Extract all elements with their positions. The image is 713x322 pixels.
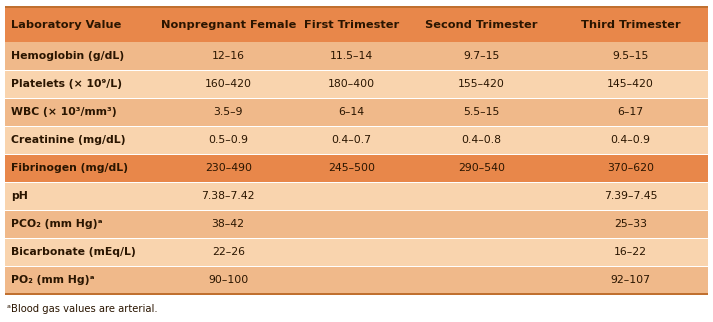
Bar [5,238,708,239]
Text: Platelets (× 10⁹/L): Platelets (× 10⁹/L) [11,79,122,89]
Bar [5,266,708,267]
Bar [5,182,708,183]
Text: Bicarbonate (mEq/L): Bicarbonate (mEq/L) [11,247,135,257]
Bar [5,182,708,210]
Bar [5,98,708,126]
Bar [5,126,708,127]
Text: 0.4–0.7: 0.4–0.7 [332,135,371,145]
Bar [5,6,708,8]
Text: 92–107: 92–107 [610,275,651,285]
Text: 9.7–15: 9.7–15 [463,51,500,61]
Text: 145–420: 145–420 [607,79,654,89]
Text: 11.5–14: 11.5–14 [329,51,373,61]
Text: 9.5–15: 9.5–15 [612,51,649,61]
Bar [5,293,708,295]
Text: 0.4–0.9: 0.4–0.9 [610,135,651,145]
Text: PO₂ (mm Hg)ᵃ: PO₂ (mm Hg)ᵃ [11,275,95,285]
Text: 7.38–7.42: 7.38–7.42 [202,191,255,201]
Text: ᵃBlood gas values are arterial.: ᵃBlood gas values are arterial. [7,304,158,314]
Text: Hemoglobin (g/dL): Hemoglobin (g/dL) [11,51,124,61]
Text: 180–400: 180–400 [328,79,375,89]
Text: 230–490: 230–490 [205,163,252,173]
Text: 16–22: 16–22 [614,247,647,257]
Text: Fibrinogen (mg/dL): Fibrinogen (mg/dL) [11,163,128,173]
Text: 38–42: 38–42 [212,219,245,229]
Bar [5,42,708,70]
Text: Third Trimester: Third Trimester [581,20,680,30]
Text: 290–540: 290–540 [458,163,505,173]
Text: 0.5–0.9: 0.5–0.9 [208,135,248,145]
Text: 12–16: 12–16 [212,51,245,61]
Text: pH: pH [11,191,28,201]
Text: 370–620: 370–620 [607,163,654,173]
Text: 155–420: 155–420 [458,79,505,89]
Text: 25–33: 25–33 [614,219,647,229]
Bar [5,210,708,211]
Bar [5,238,708,266]
Bar [5,210,708,238]
Text: 6–14: 6–14 [338,107,364,117]
Bar [5,42,708,43]
Bar [5,8,708,42]
Bar [5,154,708,182]
Text: 5.5–15: 5.5–15 [463,107,500,117]
Text: 6–17: 6–17 [617,107,644,117]
Text: 245–500: 245–500 [328,163,375,173]
Text: Second Trimester: Second Trimester [425,20,538,30]
Bar [5,70,708,71]
Text: Nonpregnant Female: Nonpregnant Female [160,20,296,30]
Text: 0.4–0.8: 0.4–0.8 [461,135,501,145]
Bar [5,154,708,155]
Text: Creatinine (mg/dL): Creatinine (mg/dL) [11,135,125,145]
Bar [5,266,708,294]
Text: Laboratory Value: Laboratory Value [11,20,121,30]
Text: PCO₂ (mm Hg)ᵃ: PCO₂ (mm Hg)ᵃ [11,219,103,229]
Bar [5,70,708,98]
Text: 22–26: 22–26 [212,247,245,257]
Bar [5,126,708,154]
Text: 7.39–7.45: 7.39–7.45 [604,191,657,201]
Bar [5,98,708,99]
Text: 3.5–9: 3.5–9 [213,107,243,117]
Text: 90–100: 90–100 [208,275,248,285]
Text: WBC (× 10³/mm³): WBC (× 10³/mm³) [11,107,117,117]
Text: First Trimester: First Trimester [304,20,399,30]
Text: 160–420: 160–420 [205,79,252,89]
